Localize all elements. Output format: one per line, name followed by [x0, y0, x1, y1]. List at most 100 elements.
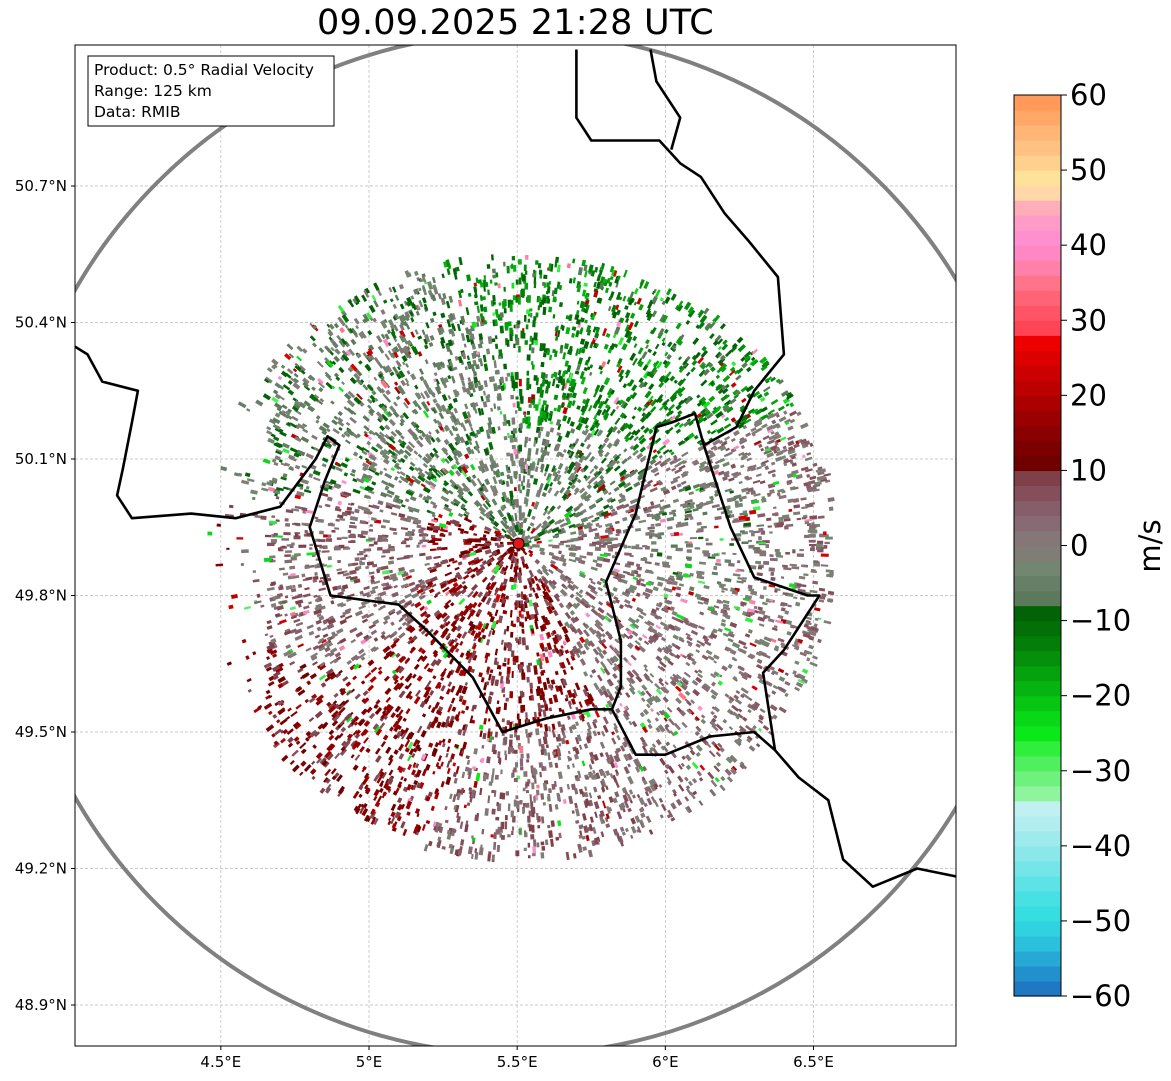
- velocity-gate: [542, 509, 549, 516]
- velocity-gate: [511, 650, 515, 657]
- velocity-gate: [452, 560, 458, 564]
- velocity-gate: [596, 836, 601, 843]
- velocity-gate: [613, 537, 618, 541]
- velocity-gate: [494, 370, 498, 375]
- velocity-gate: [262, 458, 271, 465]
- velocity-gate: [509, 691, 514, 699]
- velocity-gate: [677, 548, 683, 552]
- velocity-gate: [658, 784, 663, 788]
- velocity-gate: [499, 410, 503, 415]
- velocity-gate: [348, 534, 357, 539]
- radar-map-plot[interactable]: [8, 33, 1030, 1055]
- velocity-gate: [368, 410, 374, 417]
- velocity-gate: [477, 591, 484, 598]
- velocity-gate: [519, 800, 523, 805]
- velocity-gate: [519, 621, 522, 627]
- velocity-gate: [533, 281, 537, 289]
- velocity-gate: [510, 375, 515, 382]
- velocity-gate: [557, 820, 562, 827]
- velocity-gate: [511, 444, 516, 450]
- velocity-gate: [672, 498, 680, 504]
- velocity-gate: [511, 671, 514, 678]
- velocity-gate: [392, 531, 398, 535]
- velocity-gate: [785, 551, 790, 555]
- velocity-gate: [506, 339, 510, 347]
- velocity-gate: [494, 282, 498, 286]
- velocity-gate: [375, 699, 381, 705]
- velocity-gate: [333, 322, 340, 329]
- velocity-gate: [512, 428, 517, 434]
- velocity-gate: [294, 494, 302, 500]
- velocity-gate: [685, 319, 691, 325]
- velocity-gate: [256, 593, 261, 598]
- velocity-gate: [772, 684, 779, 690]
- velocity-gate: [649, 486, 658, 493]
- velocity-gate: [501, 300, 506, 309]
- velocity-gate: [482, 534, 487, 538]
- velocity-gate: [303, 489, 312, 494]
- velocity-gate: [538, 712, 542, 717]
- velocity-gate: [540, 793, 545, 800]
- velocity-gate: [530, 834, 535, 840]
- velocity-gate: [605, 785, 609, 791]
- velocity-gate: [809, 515, 818, 520]
- velocity-gate: [486, 756, 491, 764]
- velocity-gate: [709, 366, 716, 373]
- velocity-gate: [540, 852, 545, 859]
- velocity-gate: [612, 665, 618, 672]
- velocity-gate: [665, 467, 671, 472]
- velocity-gate: [380, 491, 388, 498]
- velocity-gate: [520, 396, 524, 404]
- velocity-gate: [391, 591, 399, 598]
- velocity-gate: [506, 720, 510, 726]
- velocity-gate: [827, 590, 835, 596]
- velocity-gate: [406, 296, 413, 305]
- velocity-gate: [473, 780, 478, 788]
- velocity-gate: [346, 506, 353, 511]
- velocity-gate: [372, 603, 378, 608]
- velocity-gate: [812, 655, 818, 660]
- velocity-gate: [419, 655, 424, 660]
- velocity-gate: [404, 498, 410, 503]
- velocity-gate: [528, 344, 532, 351]
- velocity-gate: [331, 419, 339, 426]
- velocity-gate: [511, 460, 516, 467]
- velocity-gate: [296, 345, 304, 353]
- velocity-gate: [329, 522, 333, 526]
- velocity-gate: [526, 410, 531, 415]
- velocity-gate: [564, 360, 570, 367]
- velocity-gate: [440, 340, 446, 349]
- velocity-gate: [531, 782, 535, 790]
- velocity-gate: [507, 420, 511, 427]
- velocity-gate: [491, 268, 496, 274]
- velocity-gate: [628, 720, 633, 726]
- velocity-gate: [562, 799, 567, 804]
- velocity-gate: [728, 562, 735, 567]
- velocity-gate: [560, 737, 566, 745]
- velocity-gate: [382, 535, 388, 538]
- velocity-gate: [823, 545, 828, 549]
- velocity-gate: [464, 403, 469, 410]
- velocity-gate: [301, 573, 306, 578]
- velocity-gate: [333, 415, 339, 420]
- velocity-gate: [684, 510, 693, 514]
- velocity-gate: [506, 469, 511, 474]
- velocity-gate: [515, 396, 519, 400]
- velocity-gate: [563, 510, 572, 519]
- velocity-gate: [533, 575, 539, 582]
- velocity-gate: [659, 814, 664, 819]
- velocity-gate: [780, 390, 789, 398]
- velocity-gate: [478, 847, 484, 856]
- velocity-gate: [614, 791, 620, 798]
- velocity-gate: [385, 504, 393, 510]
- velocity-gate: [525, 645, 529, 651]
- velocity-gate: [505, 595, 509, 600]
- velocity-gate: [565, 544, 570, 548]
- velocity-gate: [805, 621, 812, 626]
- velocity-gate: [717, 444, 724, 450]
- velocity-gate: [384, 424, 390, 430]
- velocity-gate: [529, 308, 533, 312]
- velocity-gate: [241, 549, 249, 554]
- velocity-gate: [406, 352, 412, 359]
- velocity-gate: [304, 698, 309, 704]
